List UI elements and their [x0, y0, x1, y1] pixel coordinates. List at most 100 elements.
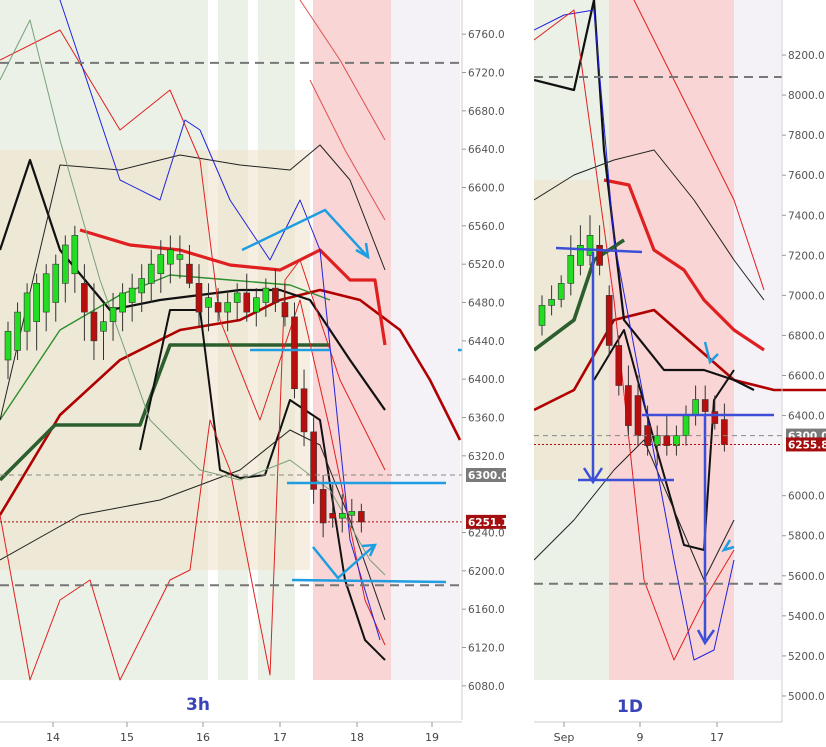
annotation-small-arrow — [721, 539, 735, 553]
trend-annotations — [241, 208, 508, 584]
price-label-box — [466, 514, 506, 529]
x-axis: 14 15 16 17 18 19 — [46, 722, 439, 744]
session-shading — [534, 0, 781, 680]
candle — [538, 305, 546, 326]
x-tick-label: 17 — [273, 731, 287, 744]
candle — [233, 292, 241, 303]
candle — [605, 295, 613, 346]
candle — [319, 489, 327, 524]
candle — [281, 302, 289, 318]
indicator-line — [0, 144, 386, 421]
candle — [586, 234, 594, 256]
session-shading — [0, 0, 460, 680]
x-tick-label: 19 — [425, 731, 439, 744]
candle — [653, 435, 661, 446]
y-tick-label: 6680.0 — [468, 106, 505, 118]
y-tick-label: 5800.0 — [788, 531, 825, 543]
candle — [548, 299, 555, 306]
annotation-arrowhead — [361, 543, 378, 557]
annotation-arrowhead — [355, 242, 370, 260]
candle — [663, 435, 671, 446]
candle — [81, 283, 88, 313]
y-tick-label: 8200.0 — [788, 50, 825, 62]
candle — [157, 254, 165, 275]
candle — [52, 263, 60, 303]
price-label: 6255.8 — [788, 439, 826, 451]
candles — [538, 215, 728, 466]
candle — [300, 388, 308, 433]
y-tick-label: 7400.0 — [788, 210, 825, 222]
y-tick-label: 6360.0 — [468, 413, 505, 425]
panel-divider — [512, 0, 534, 747]
x-axis: Sep 9 17 — [554, 722, 724, 744]
candle — [596, 245, 603, 266]
candle — [100, 321, 107, 332]
candle — [14, 311, 21, 351]
y-tick-label: 6520.0 — [468, 259, 505, 271]
y-tick-label: 6240.0 — [468, 528, 505, 540]
candle — [682, 415, 690, 436]
y-tick-label: 8000.0 — [788, 90, 825, 102]
y-tick-label: 6600.0 — [468, 183, 505, 195]
candle — [23, 292, 31, 332]
indicator-line — [534, 308, 826, 412]
x-tick-label: 16 — [196, 731, 210, 744]
candle — [147, 263, 155, 284]
candle — [4, 330, 12, 361]
candle — [186, 263, 193, 284]
y-tick-label: 7200.0 — [788, 250, 825, 262]
y-tick-label: 6160.0 — [468, 604, 505, 616]
candle — [634, 395, 642, 436]
chart-1d: 8200.0 8000.0 7800.0 7600.0 7400.0 7200.0 7000… — [534, 0, 826, 747]
price-levels — [534, 76, 782, 585]
y-tick-label: 6400.0 — [468, 374, 505, 386]
candle — [338, 513, 346, 519]
annotation-arrowhead — [696, 629, 716, 646]
candle — [61, 244, 69, 284]
candle — [272, 287, 279, 303]
y-axis: 6760.0 6720.0 6680.0 6640.0 6600.0 6560.0 6520… — [462, 29, 509, 693]
y-tick-label: 5600.0 — [788, 571, 825, 583]
annotation-arrowhead — [582, 467, 604, 485]
indicator-line — [59, 0, 381, 641]
y-tick-label: 6600.0 — [788, 371, 825, 383]
indicator-line — [593, 329, 735, 551]
candle — [42, 273, 50, 313]
y-tick-label: 7800.0 — [788, 130, 825, 142]
indicator-line — [0, 343, 330, 482]
y-tick-label: 6480.0 — [468, 298, 505, 310]
candle — [71, 235, 79, 275]
candle — [310, 431, 317, 490]
candle — [253, 297, 260, 313]
y-tick-label: 6400.0 — [788, 411, 825, 423]
annotation-small-arrow — [703, 341, 719, 365]
candle — [262, 287, 270, 303]
x-tick-label: 9 — [637, 731, 644, 744]
y-tick-label: 6760.0 — [468, 29, 505, 41]
y-tick-label: 5000.0 — [788, 691, 825, 703]
x-tick-label: 14 — [46, 731, 60, 744]
indicator-line — [603, 178, 765, 352]
indicator-line — [0, 288, 462, 516]
indicator-line — [299, 0, 386, 141]
y-tick-label: 6120.0 — [468, 643, 505, 655]
y-tick-label: 6320.0 — [468, 451, 505, 463]
x-tick-label: Sep — [554, 731, 575, 744]
candle — [673, 435, 680, 446]
candle — [577, 245, 584, 266]
y-tick-label: 6000.0 — [788, 491, 825, 503]
timeframe-label: 3h — [186, 695, 210, 715]
y-tick-label: 6440.0 — [468, 336, 505, 348]
timeframe-label: 1D — [617, 697, 643, 717]
y-tick-label: 7600.0 — [788, 170, 825, 182]
price-label-box — [466, 468, 506, 482]
annotation-arrow-up — [241, 208, 369, 258]
candle — [224, 302, 231, 313]
price-label: 6300.0 — [468, 470, 509, 482]
x-tick-label: 17 — [710, 731, 724, 744]
y-tick-label: 6560.0 — [468, 221, 505, 233]
indicator-line — [534, 149, 765, 301]
candle — [291, 316, 298, 390]
annotation-lower-line — [291, 578, 447, 584]
candle — [625, 385, 632, 426]
